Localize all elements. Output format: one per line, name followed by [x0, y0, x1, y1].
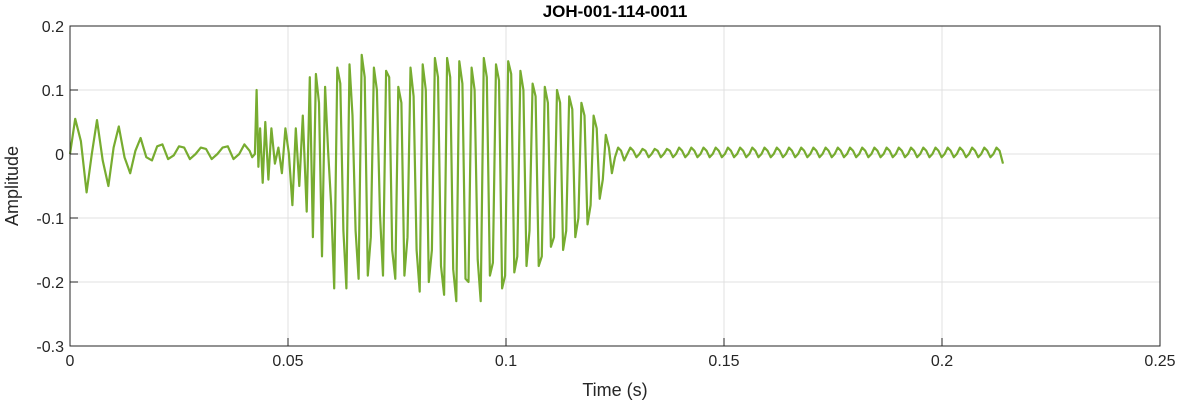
y-tick-label: -0.2 — [36, 275, 64, 292]
y-tick-label: 0.1 — [42, 83, 64, 100]
x-axis-ticks: 0 0.05 0.1 0.15 0.2 0.25 — [66, 338, 1176, 370]
plot-frame — [69, 25, 1161, 347]
y-tick-label: 0.2 — [42, 19, 64, 36]
x-tick-label: 0.15 — [708, 353, 739, 370]
x-tick-label: 0.05 — [272, 353, 303, 370]
x-tick-label: 0.1 — [495, 353, 517, 370]
y-tick-label: -0.3 — [36, 339, 64, 356]
plot-background — [70, 26, 1160, 346]
x-tick-label: 0.25 — [1144, 353, 1175, 370]
x-axis-label: Time (s) — [582, 380, 647, 400]
x-tick-label: 0.2 — [931, 353, 953, 370]
y-tick-label: 0 — [55, 147, 64, 164]
y-tick-label: -0.1 — [36, 211, 64, 228]
chart-title: JOH-001-114-0011 — [543, 2, 688, 21]
y-axis-label: Amplitude — [2, 146, 22, 226]
y-axis-ticks: -0.3 -0.2 -0.1 0 0.1 0.2 — [36, 19, 78, 356]
signal-line — [68, 53, 1005, 303]
x-tick-label: 0 — [66, 353, 75, 370]
